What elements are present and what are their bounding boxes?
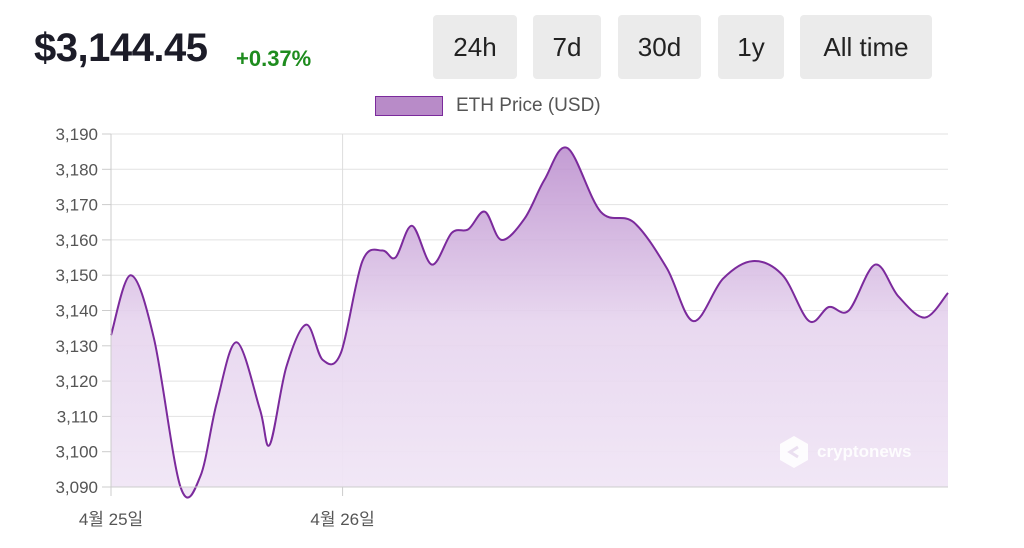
legend-label: ETH Price (USD) bbox=[456, 95, 601, 116]
y-tick-label: 3,120 bbox=[55, 372, 98, 391]
range-button-7d[interactable]: 7d bbox=[533, 15, 601, 79]
y-tick-label: 3,140 bbox=[55, 302, 98, 321]
cryptonews-logo-icon bbox=[780, 436, 808, 468]
watermark-text: cryptonews bbox=[817, 442, 911, 461]
legend-swatch bbox=[375, 96, 443, 116]
x-axis-ticks: 4월 25일 4월 26일 bbox=[79, 487, 375, 529]
y-axis-ticks: 3,090 3,100 3,110 3,120 3,130 3,140 3,150 3,160… bbox=[55, 125, 111, 497]
cryptonews-watermark: cryptonews bbox=[780, 436, 911, 468]
range-button-24h[interactable]: 24h bbox=[433, 15, 517, 79]
price-change-percent: +0.37% bbox=[236, 46, 312, 71]
y-tick-label: 3,090 bbox=[55, 478, 98, 497]
x-tick-label: 4월 25일 bbox=[79, 510, 143, 529]
x-tick-label: 4월 26일 bbox=[310, 510, 374, 529]
y-tick-label: 3,180 bbox=[55, 160, 98, 179]
time-range-selector: 24h 7d 30d 1y All time bbox=[0, 15, 1024, 79]
price-area-fill bbox=[111, 147, 948, 498]
y-tick-label: 3,160 bbox=[55, 231, 98, 250]
current-price: $3,144.45 bbox=[34, 26, 208, 70]
y-tick-label: 3,190 bbox=[55, 125, 98, 144]
y-tick-label: 3,110 bbox=[57, 407, 98, 426]
range-button-all-time[interactable]: All time bbox=[800, 15, 932, 79]
y-tick-label: 3,170 bbox=[55, 196, 98, 215]
y-tick-label: 3,130 bbox=[55, 337, 98, 356]
range-button-1y[interactable]: 1y bbox=[718, 15, 784, 79]
price-line bbox=[110, 146, 949, 499]
range-button-30d[interactable]: 30d bbox=[618, 15, 701, 79]
y-tick-label: 3,100 bbox=[55, 443, 98, 462]
y-tick-label: 3,150 bbox=[55, 266, 98, 285]
